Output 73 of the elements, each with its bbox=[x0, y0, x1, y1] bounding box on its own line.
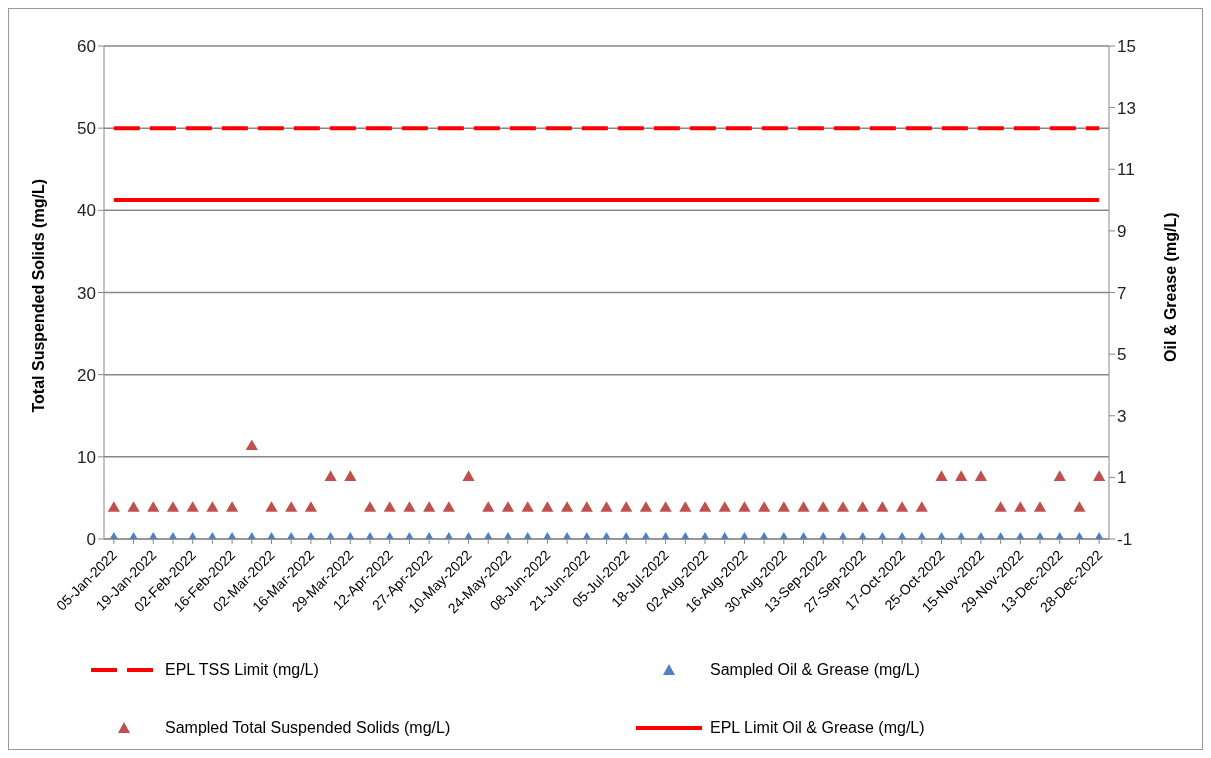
point bbox=[521, 501, 534, 512]
point bbox=[107, 501, 120, 512]
point bbox=[935, 470, 948, 481]
y2-tick-label: 1 bbox=[1117, 468, 1127, 488]
point bbox=[186, 501, 199, 512]
point bbox=[974, 470, 987, 481]
point bbox=[659, 501, 672, 512]
y2-tick-label: 9 bbox=[1117, 221, 1127, 241]
point bbox=[285, 501, 298, 512]
point bbox=[166, 501, 180, 512]
point bbox=[856, 501, 869, 512]
y-axis-title: Total Suspended Solids (mg/L) bbox=[29, 179, 47, 413]
point bbox=[304, 501, 317, 512]
y-tick-label: 60 bbox=[77, 37, 96, 57]
point bbox=[758, 501, 771, 512]
point bbox=[206, 501, 219, 512]
legend-label: Sampled Oil & Grease (mg/L) bbox=[710, 661, 920, 679]
point bbox=[324, 470, 337, 481]
point bbox=[423, 501, 436, 512]
point bbox=[915, 501, 928, 512]
y-tick-label: 30 bbox=[77, 283, 96, 303]
point bbox=[836, 501, 850, 512]
point bbox=[738, 501, 751, 512]
point bbox=[1073, 501, 1086, 512]
point bbox=[561, 501, 574, 512]
point bbox=[482, 501, 495, 512]
y2-tick-label: 13 bbox=[1117, 98, 1136, 118]
y-tick-label: 0 bbox=[86, 530, 96, 550]
point bbox=[679, 501, 692, 512]
y2-tick-label: 5 bbox=[1117, 345, 1127, 365]
point bbox=[383, 501, 396, 512]
point bbox=[442, 501, 455, 512]
y-tick-label: 50 bbox=[77, 119, 96, 139]
point bbox=[639, 501, 652, 512]
point bbox=[718, 501, 731, 512]
legend-label: EPL Limit Oil & Grease (mg/L) bbox=[710, 719, 925, 737]
y2-tick-label: 11 bbox=[1117, 160, 1135, 180]
y2-tick-label: -1 bbox=[1117, 530, 1133, 550]
point bbox=[580, 501, 593, 512]
y2-tick-label: 15 bbox=[1117, 37, 1136, 57]
point bbox=[817, 501, 830, 512]
point bbox=[1053, 470, 1066, 481]
y-tick-label: 40 bbox=[77, 201, 96, 221]
legend-label: Sampled Total Suspended Solids (mg/L) bbox=[165, 719, 451, 737]
point bbox=[462, 470, 475, 481]
y-tick-label: 20 bbox=[77, 365, 96, 385]
point bbox=[1093, 470, 1106, 481]
y2-tick-label: 7 bbox=[1117, 283, 1127, 303]
point bbox=[245, 439, 258, 451]
point bbox=[363, 501, 377, 512]
point bbox=[777, 501, 790, 512]
point bbox=[955, 470, 968, 481]
point bbox=[876, 501, 889, 512]
point bbox=[403, 501, 416, 512]
point bbox=[127, 501, 140, 512]
y2-axis-title: Oil & Grease (mg/L) bbox=[1161, 212, 1179, 362]
point bbox=[541, 501, 554, 512]
point bbox=[501, 501, 515, 512]
legend-label: EPL TSS Limit (mg/L) bbox=[165, 661, 319, 679]
point bbox=[1014, 501, 1027, 512]
point bbox=[620, 501, 633, 512]
point bbox=[797, 501, 810, 512]
y2-tick-label: 3 bbox=[1117, 406, 1127, 426]
point bbox=[344, 470, 357, 481]
point bbox=[994, 501, 1007, 512]
point bbox=[1033, 501, 1047, 512]
point bbox=[896, 501, 909, 512]
point bbox=[698, 501, 712, 512]
point bbox=[600, 501, 613, 512]
y-tick-label: 10 bbox=[77, 447, 96, 467]
point bbox=[226, 501, 239, 512]
point bbox=[147, 501, 160, 512]
point bbox=[265, 501, 278, 512]
